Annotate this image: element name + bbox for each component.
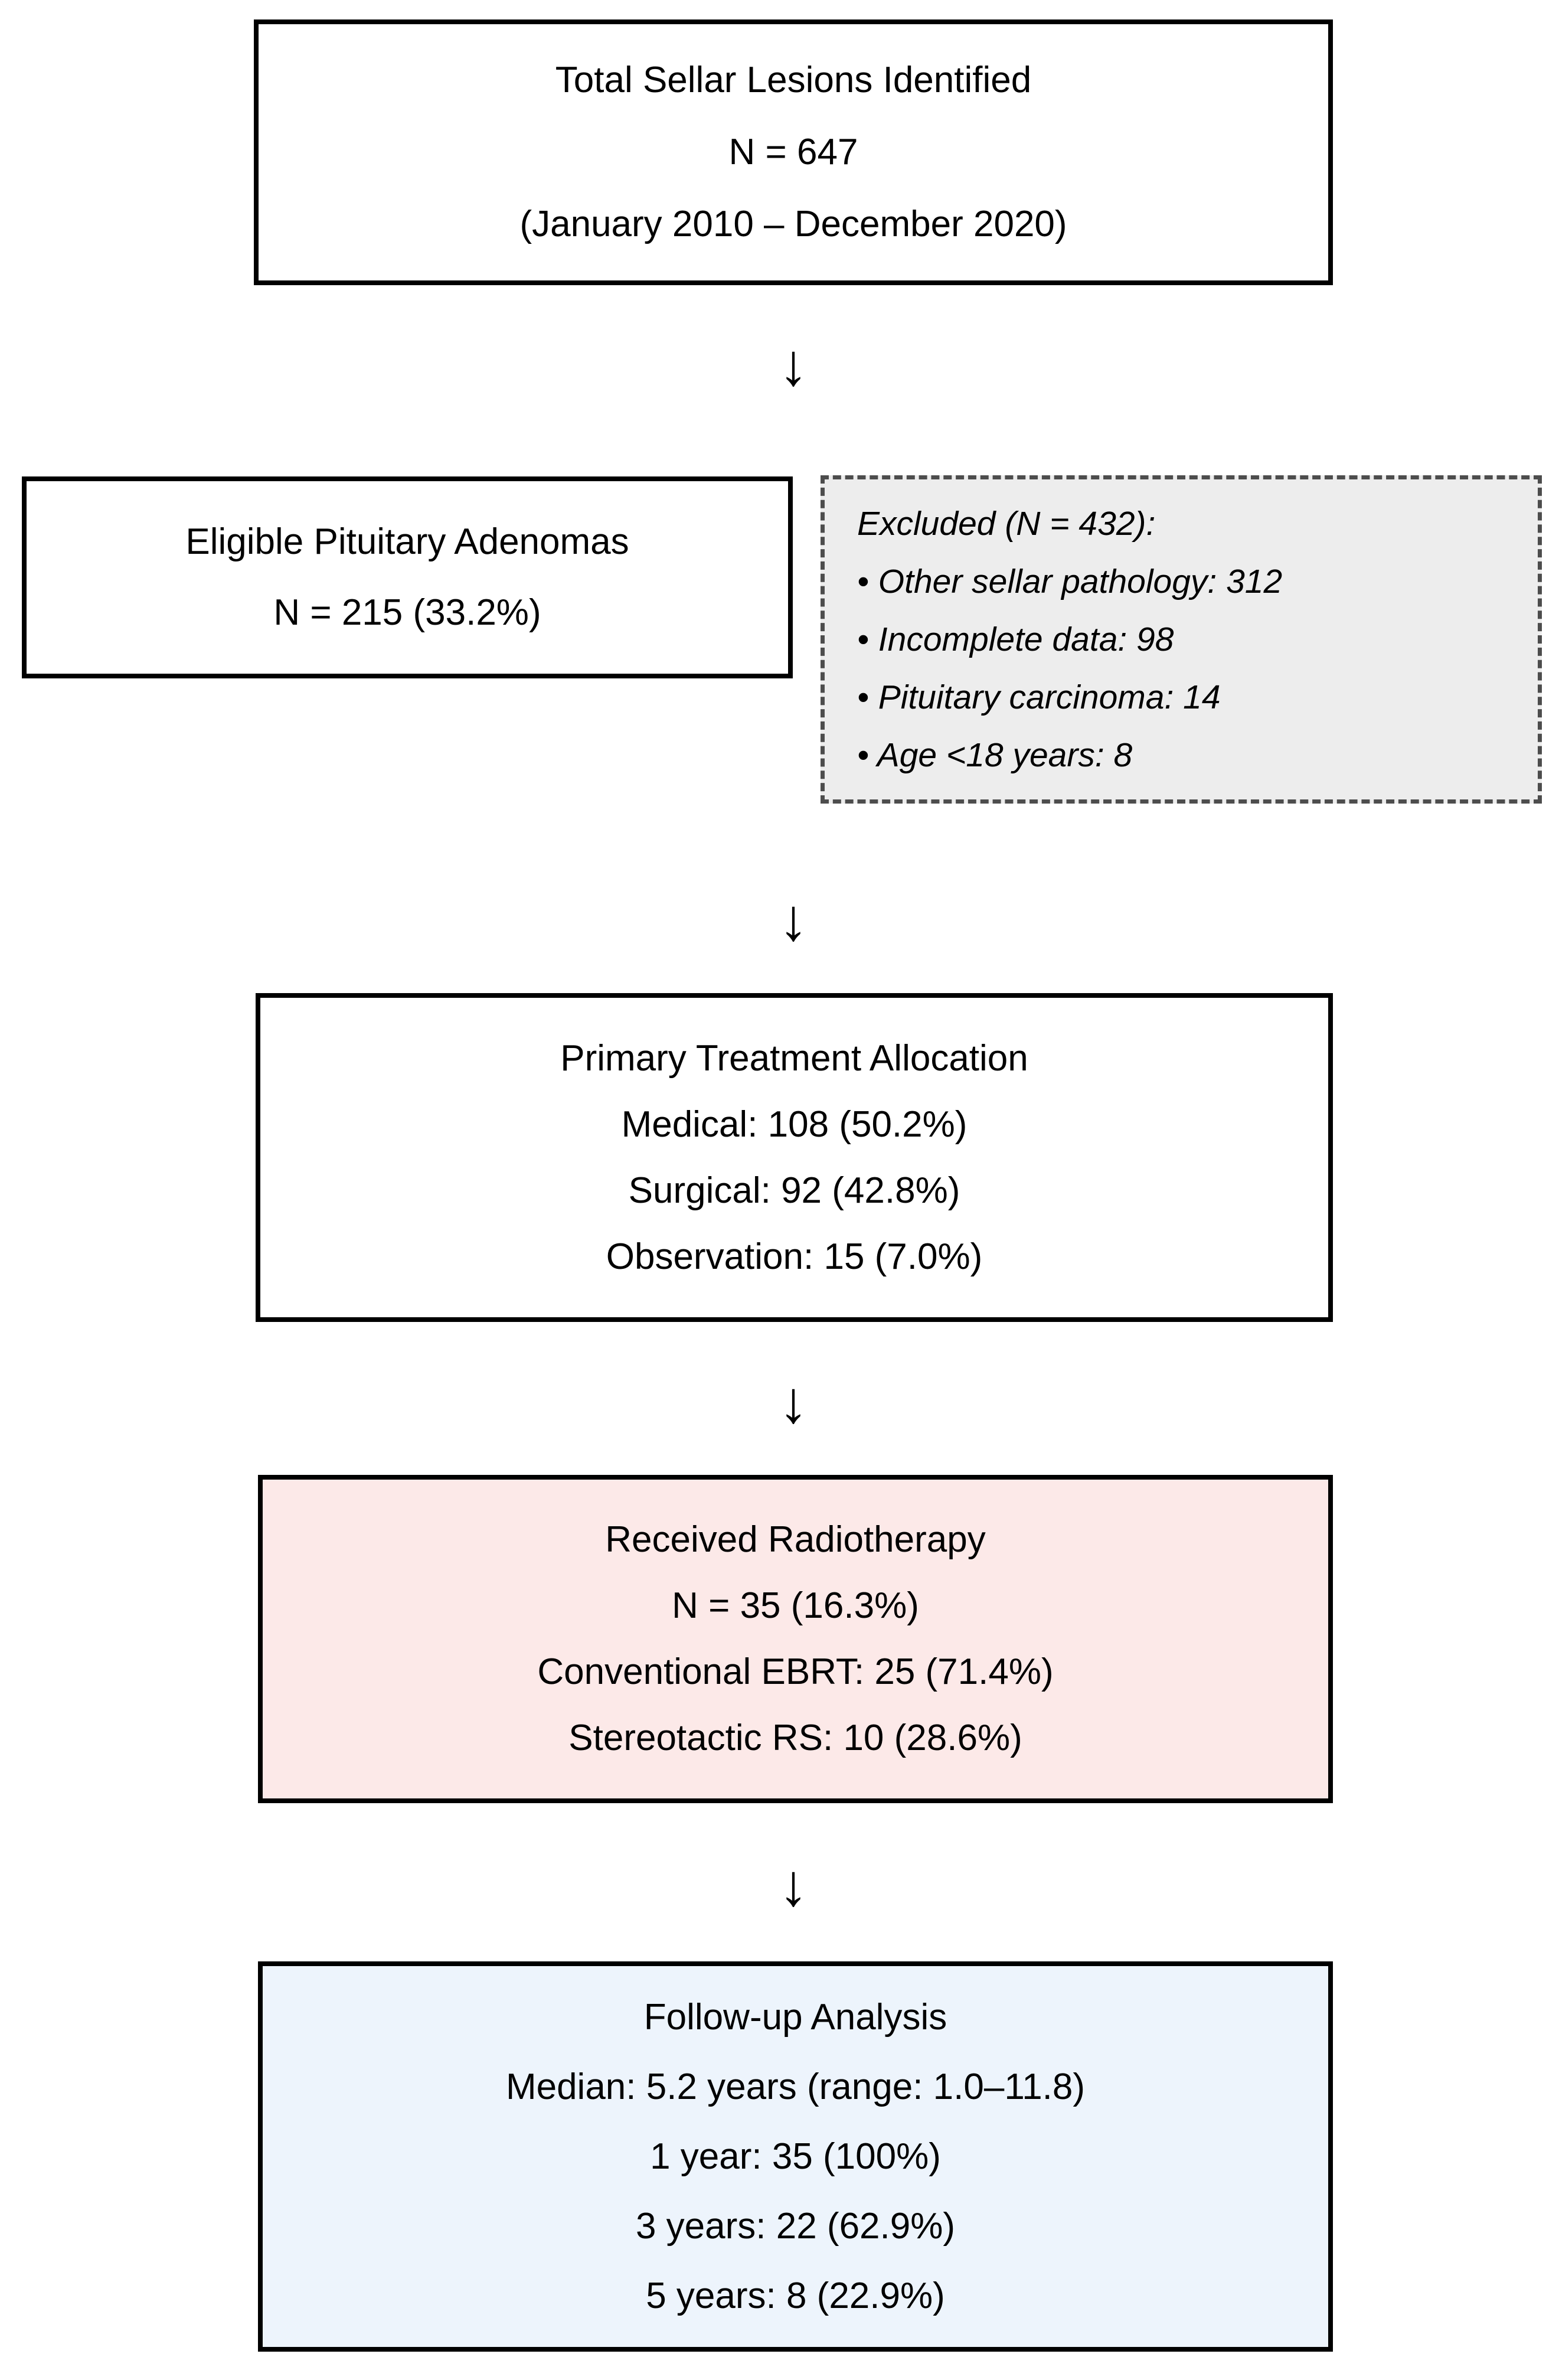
total-lesions-title: Total Sellar Lesions Identified — [555, 60, 1032, 100]
excluded-item: • Pituitary carcinoma: 14 — [857, 678, 1221, 716]
followup-line: Median: 5.2 years (range: 1.0–11.8) — [505, 2066, 1086, 2107]
followup-line: 5 years: 8 (22.9%) — [646, 2275, 945, 2316]
excluded-heading: Excluded (N = 432): — [857, 505, 1156, 543]
treatment-allocation-box: Primary Treatment Allocation Medical: 10… — [256, 993, 1333, 1322]
treatment-line: Surgical: 92 (42.8%) — [628, 1170, 960, 1211]
radiotherapy-line: Conventional EBRT: 25 (71.4%) — [537, 1651, 1054, 1692]
treatment-line: Medical: 108 (50.2%) — [621, 1104, 968, 1145]
down-arrow-icon: ↓ — [779, 332, 808, 398]
total-lesions-period: (January 2010 – December 2020) — [519, 204, 1067, 244]
followup-line: 1 year: 35 (100%) — [650, 2136, 941, 2177]
radiotherapy-line: N = 35 (16.3%) — [672, 1585, 919, 1626]
excluded-box: Excluded (N = 432): • Other sellar patho… — [821, 475, 1542, 804]
down-arrow-icon: ↓ — [779, 887, 808, 953]
excluded-item: • Incomplete data: 98 — [857, 621, 1174, 658]
down-arrow-icon: ↓ — [779, 1852, 808, 1918]
eligible-count: N = 215 (33.2%) — [273, 592, 541, 633]
radiotherapy-box: Received Radiotherapy N = 35 (16.3%) Con… — [258, 1475, 1333, 1803]
eligible-title: Eligible Pituitary Adenomas — [185, 521, 629, 562]
radiotherapy-line: Stereotactic RS: 10 (28.6%) — [568, 1718, 1022, 1758]
treatment-title: Primary Treatment Allocation — [560, 1037, 1028, 1079]
followup-title: Follow-up Analysis — [643, 1996, 947, 2038]
eligible-adenomas-box: Eligible Pituitary Adenomas N = 215 (33.… — [22, 476, 793, 678]
followup-analysis-box: Follow-up Analysis Median: 5.2 years (ra… — [258, 1961, 1333, 2352]
followup-line: 3 years: 22 (62.9%) — [635, 2205, 956, 2247]
total-lesions-box: Total Sellar Lesions Identified N = 647 … — [254, 19, 1333, 285]
excluded-item: • Other sellar pathology: 312 — [857, 563, 1283, 600]
total-lesions-count: N = 647 — [728, 132, 858, 172]
excluded-item: • Age <18 years: 8 — [857, 736, 1133, 774]
treatment-line: Observation: 15 (7.0%) — [606, 1236, 983, 1277]
radiotherapy-title: Received Radiotherapy — [605, 1519, 986, 1560]
down-arrow-icon: ↓ — [779, 1369, 808, 1435]
